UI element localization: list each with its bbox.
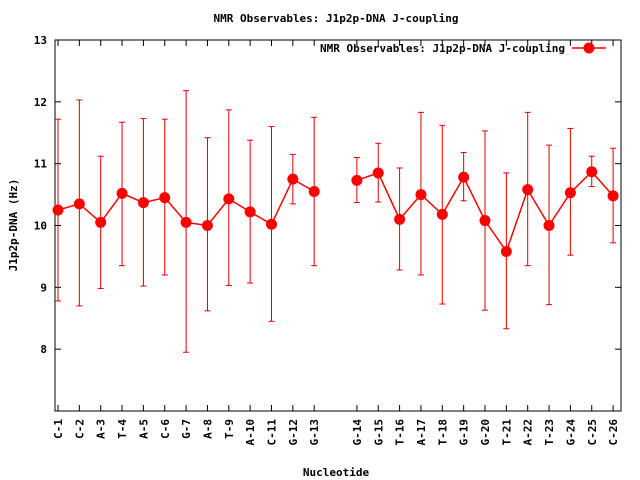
data-point-10 [266,218,277,230]
x-tick-label-21: A-22 [522,419,535,446]
x-tick-label-20: T-21 [500,419,513,446]
data-point-7 [201,220,213,231]
plot-area [52,90,619,353]
x-tick-label-1: C-2 [73,419,86,439]
data-point-25 [607,190,619,202]
x-axis: C-1 C-2 A-3 T-4 A-5 C-6 G-7 A-8 T-9 A-10 C-11 G-12 G… [52,40,620,446]
data-point-21 [522,184,534,196]
x-tick-label-3: T-4 [116,419,129,439]
x-tick-label-19: G-20 [479,419,492,446]
y-tick-label-3: 11 [34,158,48,171]
y-tick-label-1: 9 [40,281,47,294]
x-tick-label-16: A-17 [415,419,428,446]
x-axis-label: Nucleotide [303,466,370,479]
legend-label: NMR Observables: J1p2p-DNA J-coupling [320,42,565,55]
x-tick-label-6: G-7 [180,419,193,439]
data-point-4 [137,197,149,209]
x-tick-label-12: G-13 [308,419,321,446]
x-tick-label-22: T-23 [543,419,556,446]
x-tick-label-17: T-18 [436,419,449,446]
data-point-11 [287,173,299,185]
data-point-14 [372,167,384,179]
data-point-24 [586,166,598,178]
y-tick-label-0: 8 [40,343,47,356]
x-tick-label-0: C-1 [52,419,65,439]
data-point-0 [52,204,64,216]
x-tick-label-7: A-8 [201,419,214,439]
x-tick-label-9: A-10 [244,419,257,446]
x-tick-label-10: C-11 [266,419,279,446]
data-point-16 [415,189,427,201]
x-tick-label-13: G-14 [351,419,364,446]
x-tick-label-23: G-24 [564,419,577,446]
x-tick-label-4: A-5 [137,419,150,439]
data-point-19 [479,215,491,227]
legend: NMR Observables: J1p2p-DNA J-coupling [320,42,606,55]
x-tick-label-15: T-16 [394,419,407,446]
data-point-23 [564,187,576,199]
x-tick-label-25: C-26 [607,419,620,446]
data-point-8 [223,193,235,205]
legend-marker [583,42,595,54]
y-tick-label-4: 12 [34,96,47,109]
data-point-12 [308,185,320,197]
y-axis-label: J1p2p-DNA (Hz) [7,179,20,272]
data-point-5 [159,192,171,204]
x-tick-label-8: T-9 [223,419,236,439]
data-point-22 [543,220,555,231]
data-point-15 [394,213,406,225]
y-tick-label-5: 13 [34,34,47,47]
x-tick-label-14: G-15 [372,419,385,446]
data-point-3 [116,187,128,199]
data-point-13 [351,174,363,186]
chart-title: NMR Observables: J1p2p-DNA J-coupling [213,12,458,25]
data-point-20 [500,245,512,257]
data-point-2 [95,216,107,228]
x-tick-label-11: G-12 [287,419,300,446]
x-tick-label-2: A-3 [95,419,108,439]
data-point-9 [244,206,256,218]
y-tick-label-2: 10 [34,220,47,233]
x-tick-label-5: C-6 [159,419,172,439]
data-point-1 [73,198,85,210]
data-point-6 [180,216,192,228]
data-point-17 [436,208,448,220]
x-tick-label-24: C-25 [586,419,599,446]
data-point-18 [458,171,470,183]
x-tick-label-18: G-19 [458,419,471,446]
plot-frame [54,39,622,412]
